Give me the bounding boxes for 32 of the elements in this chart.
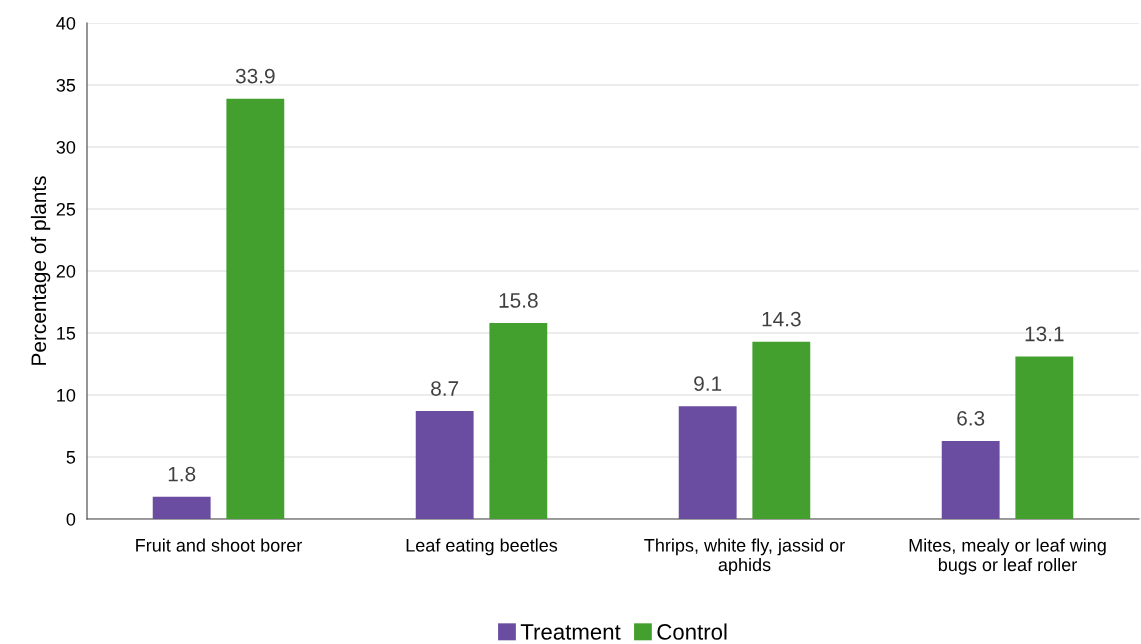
y-tick-label: 30 (56, 140, 76, 154)
y-tick-label: 5 (66, 451, 76, 464)
y-tick-label: 25 (56, 202, 76, 216)
bar (226, 98, 285, 519)
bar (752, 341, 811, 519)
legend-label: Treatment (520, 624, 621, 640)
y-tick-label: 35 (56, 78, 76, 92)
bar (415, 411, 474, 519)
data-label: 9.1 (694, 376, 722, 391)
x-tick-label: Thrips, white fly, jassid or aphids (644, 538, 845, 575)
bar (1015, 356, 1074, 519)
data-label: 13.1 (1025, 326, 1064, 342)
y-axis-title: Percentage of plants (30, 176, 51, 365)
data-label: 1.8 (168, 466, 196, 482)
bar (489, 323, 548, 519)
data-label: 6.3 (957, 410, 985, 426)
x-tick-label: Mites, mealy or leaf wing bugs or leaf roller (909, 538, 1106, 575)
x-tick-label: Fruit and shoot borer (136, 538, 303, 552)
y-tick-label: 40 (56, 16, 76, 30)
data-label: 14.3 (762, 311, 801, 327)
y-tick-label: 10 (57, 388, 76, 402)
y-tick-label: 20 (56, 264, 76, 278)
data-label: 33.9 (235, 68, 275, 84)
x-tick-label: Leaf eating beetles (406, 538, 558, 556)
bar (941, 440, 1000, 519)
y-tick-label: 15 (57, 327, 76, 340)
bar (678, 406, 737, 519)
data-label: 15.8 (499, 293, 538, 308)
data-label: 8.7 (431, 381, 459, 396)
y-tick-label: 0 (66, 512, 76, 526)
legend-label: Control (657, 623, 727, 640)
bar (152, 496, 211, 519)
